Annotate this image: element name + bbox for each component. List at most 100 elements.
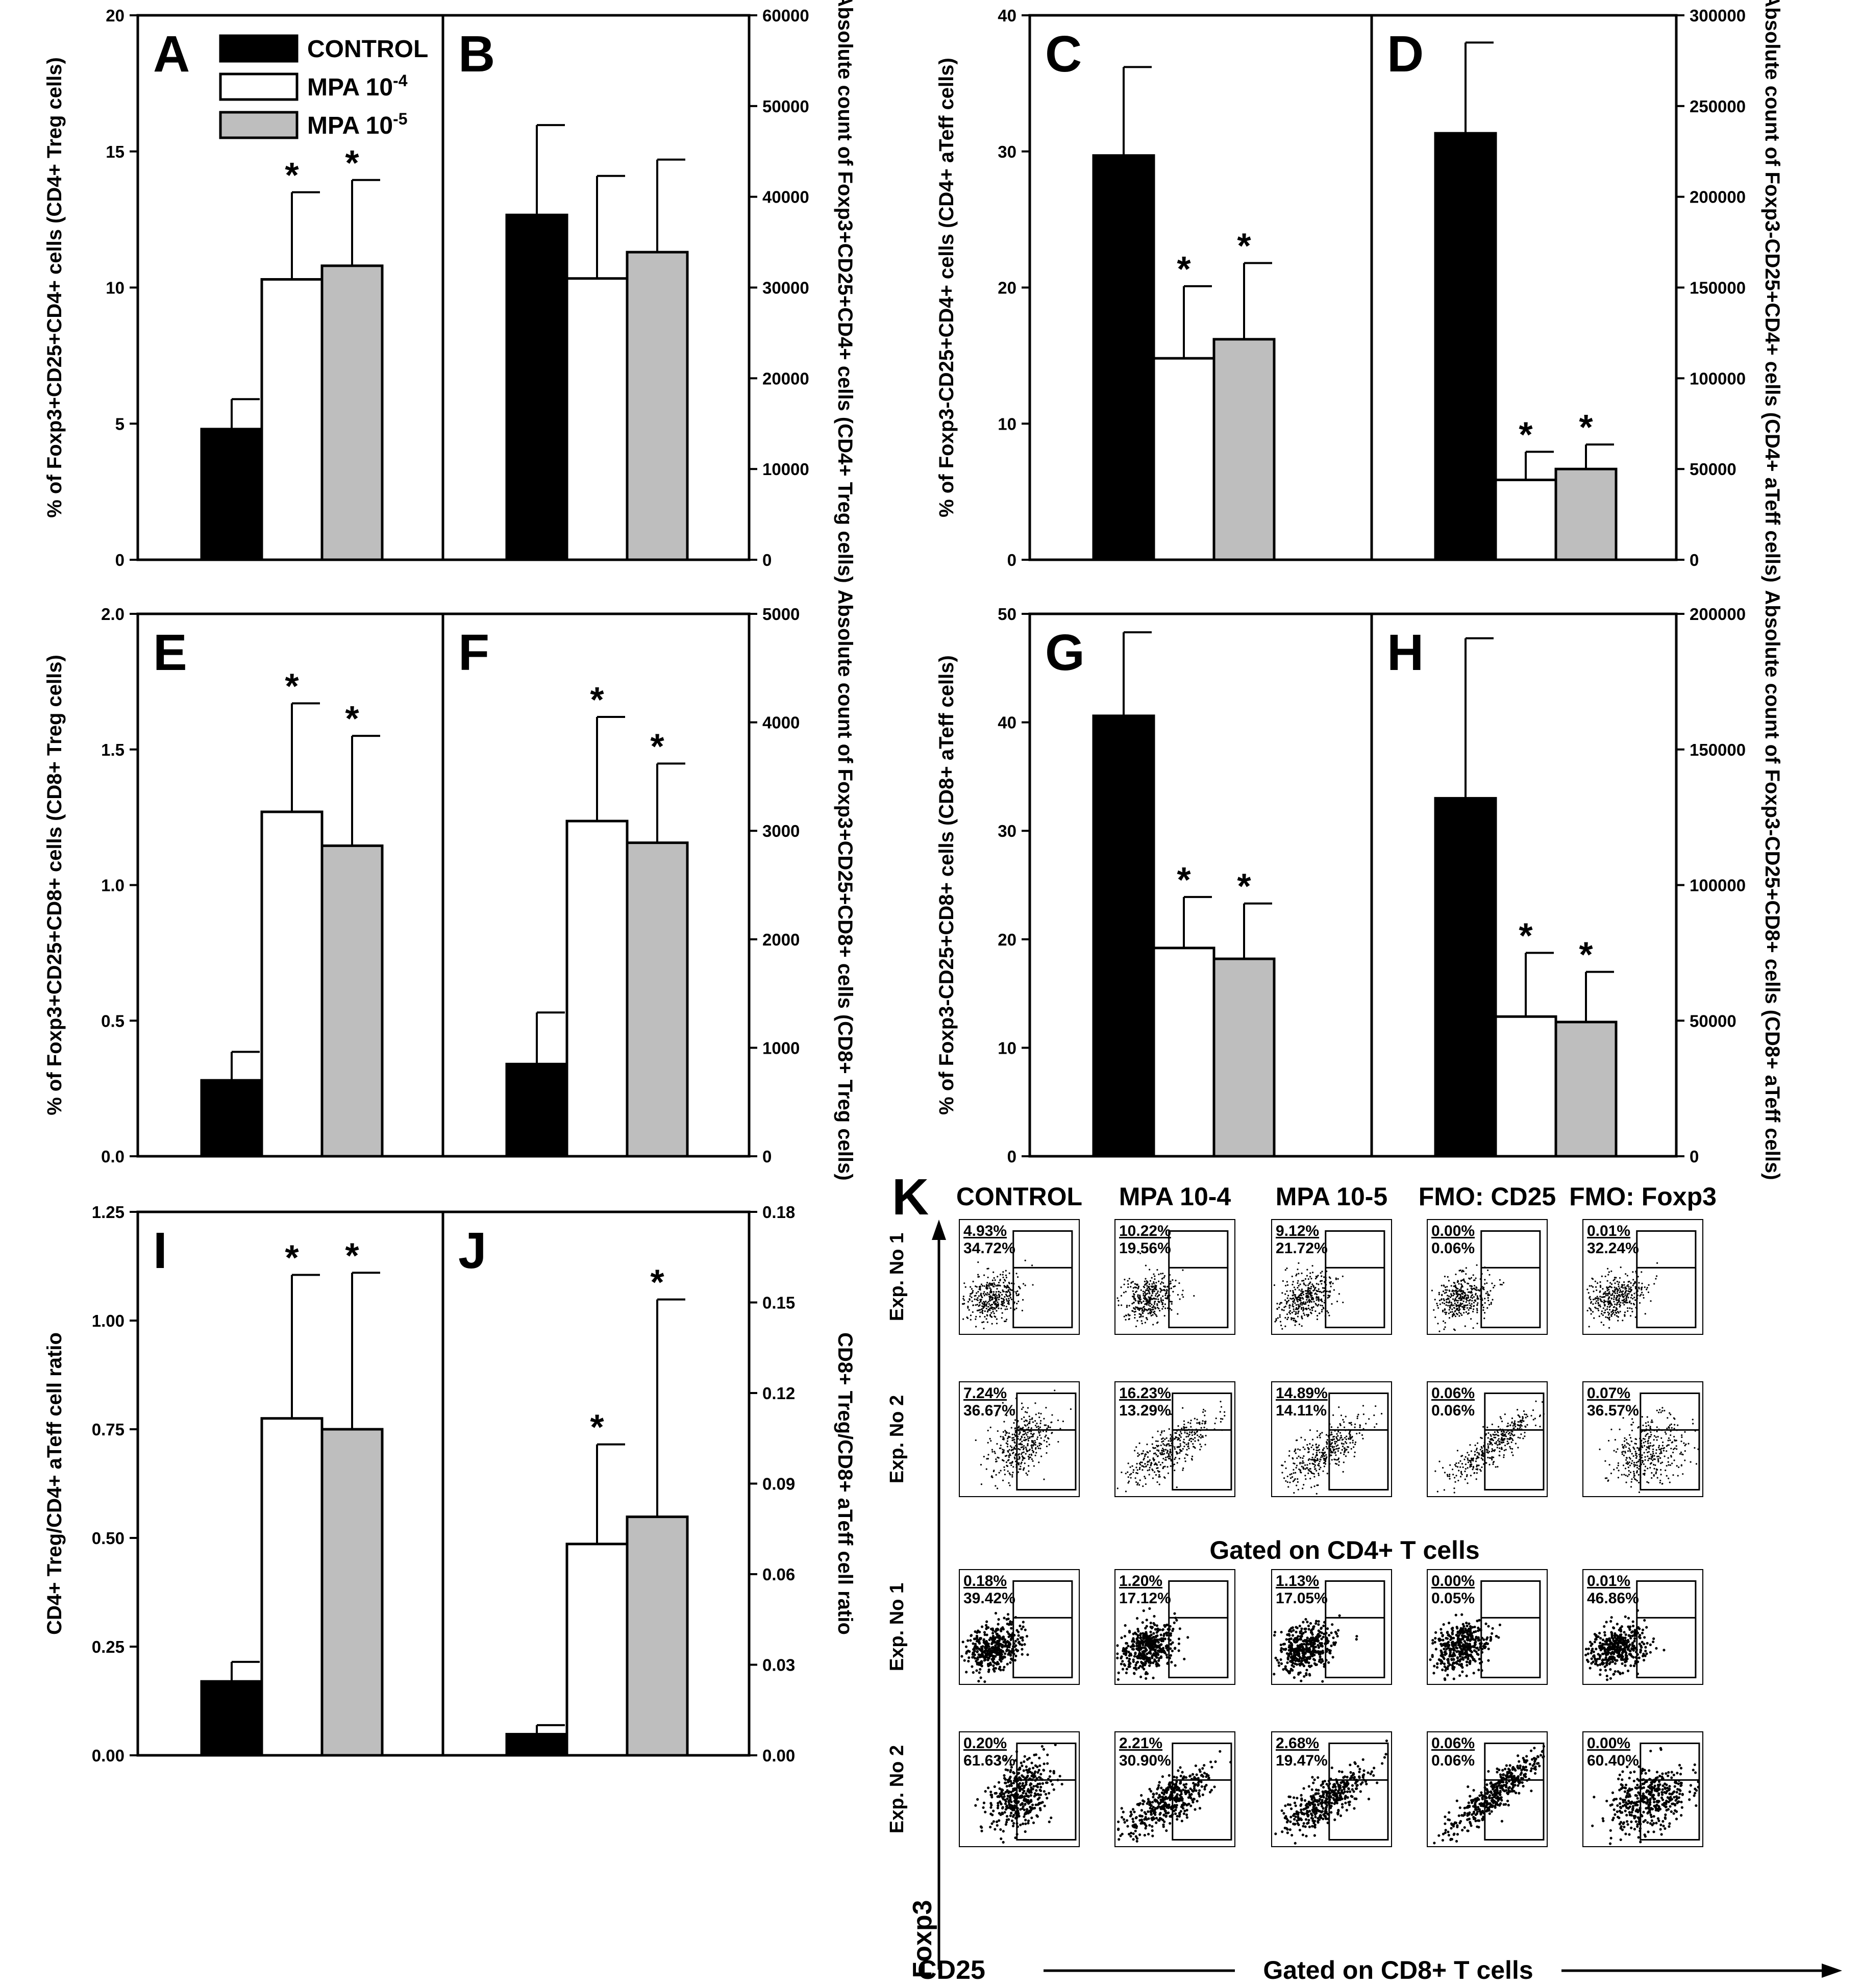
event-dot — [1461, 1297, 1463, 1299]
event-dot — [1303, 1301, 1305, 1303]
event-dot — [1607, 1480, 1609, 1482]
event-dot — [1220, 1418, 1222, 1420]
event-dot — [1303, 1314, 1306, 1316]
event-dot — [1642, 1473, 1644, 1475]
y-tick-label: 0.12 — [762, 1384, 795, 1403]
legend-label: CONTROL — [307, 36, 428, 63]
event-dot — [1017, 1641, 1020, 1644]
event-dot — [1474, 1279, 1476, 1281]
event-dot — [1511, 1438, 1513, 1440]
event-dot — [1294, 1478, 1296, 1480]
event-dot — [1128, 1657, 1131, 1661]
event-dot — [1014, 1419, 1016, 1421]
event-dot — [1166, 1289, 1168, 1291]
event-dot — [1170, 1440, 1172, 1442]
event-dot — [1148, 1285, 1150, 1288]
event-dot — [1284, 1316, 1286, 1319]
event-dot — [1148, 1658, 1151, 1661]
event-dot — [1182, 1269, 1184, 1271]
event-dot — [1136, 1636, 1139, 1639]
event-dot — [1320, 1299, 1323, 1302]
event-dot — [1155, 1282, 1157, 1284]
event-dot — [1125, 1319, 1127, 1321]
event-dot — [1006, 1455, 1008, 1457]
event-dot — [1506, 1438, 1508, 1440]
gate-percent-upper: 0.06% — [1431, 1385, 1475, 1402]
event-dot — [1670, 1430, 1672, 1432]
event-dot — [1336, 1459, 1338, 1461]
event-dot — [1499, 1283, 1501, 1285]
event-dot — [1593, 1317, 1595, 1319]
column-header: CONTROL — [956, 1182, 1082, 1211]
event-dot — [1214, 1423, 1216, 1425]
event-dot — [1331, 1439, 1334, 1442]
y-tick-label: 20 — [106, 6, 125, 25]
event-dot — [1132, 1281, 1134, 1283]
event-dot — [1477, 1302, 1479, 1304]
event-dot — [995, 1414, 997, 1417]
event-dot — [1002, 1271, 1004, 1273]
significance-star: * — [285, 155, 299, 195]
event-dot — [1680, 1451, 1682, 1453]
event-dot — [1314, 1292, 1317, 1295]
event-dot — [1127, 1462, 1129, 1464]
event-dot — [1158, 1307, 1160, 1310]
event-dot — [1160, 1438, 1163, 1440]
panel-label: F — [458, 624, 489, 681]
event-dot — [1336, 1300, 1338, 1303]
event-dot — [1299, 1283, 1301, 1285]
gate-box — [1328, 1393, 1389, 1490]
event-dot — [1311, 1459, 1313, 1461]
event-dot — [1609, 1305, 1611, 1307]
event-dot — [1647, 1468, 1649, 1470]
event-dot — [1476, 1451, 1478, 1454]
event-dot — [1304, 1448, 1306, 1450]
event-dot — [1463, 1312, 1465, 1314]
event-dot — [1319, 1433, 1322, 1435]
event-dot — [1670, 1434, 1672, 1436]
event-dot — [991, 1638, 995, 1642]
event-dot — [1613, 1296, 1615, 1299]
event-dot — [1448, 1298, 1450, 1300]
event-dot — [1603, 1299, 1605, 1301]
event-dot — [1142, 1315, 1144, 1318]
event-dot — [967, 1305, 969, 1308]
event-dot — [1341, 1436, 1343, 1438]
event-dot — [1608, 1293, 1611, 1295]
event-dot — [1152, 1308, 1154, 1310]
event-dot — [1650, 1431, 1652, 1433]
gate-percent-lower: 36.67% — [963, 1402, 1015, 1419]
event-dot — [1299, 1449, 1301, 1451]
event-dot — [1032, 1460, 1034, 1462]
y-tick-label: 20 — [998, 279, 1016, 297]
event-dot — [1048, 1426, 1050, 1428]
event-dot — [1136, 1472, 1138, 1474]
event-dot — [1137, 1300, 1139, 1302]
event-dot — [1140, 1302, 1143, 1304]
event-dot — [1292, 1303, 1294, 1305]
event-dot — [1038, 1417, 1040, 1419]
event-dot — [1475, 1460, 1477, 1462]
event-dot — [1443, 1299, 1445, 1302]
event-dot — [1011, 1449, 1013, 1451]
event-dot — [1487, 1437, 1489, 1439]
event-dot — [1337, 1464, 1340, 1466]
event-dot — [1007, 1459, 1009, 1461]
event-dot — [1624, 1294, 1626, 1296]
event-dot — [1004, 1280, 1006, 1282]
event-dot — [1476, 1464, 1478, 1467]
event-dot — [1139, 1313, 1142, 1315]
event-dot — [1475, 1277, 1477, 1279]
event-dot — [980, 1483, 982, 1485]
event-dot — [1625, 1462, 1627, 1464]
event-dot — [985, 1633, 988, 1636]
event-dot — [1621, 1295, 1624, 1297]
event-dot — [1161, 1277, 1163, 1280]
gate-box — [1480, 1230, 1541, 1328]
event-dot — [1138, 1484, 1140, 1486]
event-dot — [1146, 1280, 1148, 1282]
event-dot — [1160, 1656, 1163, 1659]
event-dot — [978, 1637, 982, 1640]
event-dot — [983, 1321, 985, 1323]
event-dot — [1464, 1293, 1466, 1295]
